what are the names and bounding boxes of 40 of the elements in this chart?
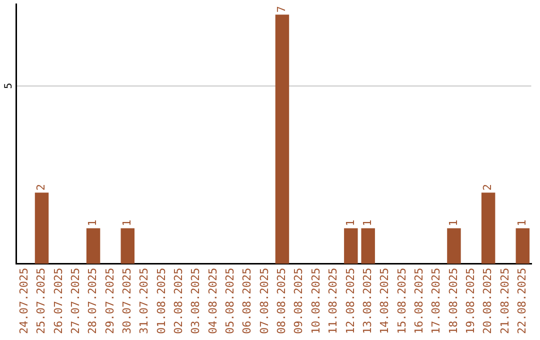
y-tick-label: 5 bbox=[4, 82, 15, 89]
x-tick-label: 31.07.2025 bbox=[138, 268, 151, 334]
data-label: 1 bbox=[344, 220, 357, 226]
x-tick-label: 25.07.2025 bbox=[34, 268, 48, 334]
data-label: 7 bbox=[275, 6, 288, 13]
x-tick-label: 20.08.2025 bbox=[481, 268, 494, 334]
x-tick-label: 21.08.2025 bbox=[498, 268, 512, 334]
data-label: 1 bbox=[516, 220, 529, 226]
data-label: 2 bbox=[34, 184, 48, 191]
data-label: 1 bbox=[120, 220, 134, 226]
data-label: 1 bbox=[86, 220, 100, 226]
x-tick-label: 11.08.2025 bbox=[326, 268, 340, 334]
x-tick-label: 10.08.2025 bbox=[309, 268, 322, 334]
data-label: 2 bbox=[481, 184, 494, 191]
x-tick-label: 04.08.2025 bbox=[206, 268, 220, 334]
x-tick-label: 14.08.2025 bbox=[378, 268, 392, 334]
x-tick-label: 24.07.2025 bbox=[17, 268, 30, 334]
x-tick-label: 16.08.2025 bbox=[412, 268, 426, 334]
x-tick-label: 02.08.2025 bbox=[172, 268, 186, 334]
x-tick-label: 29.07.2025 bbox=[103, 268, 116, 334]
x-tick-label: 17.08.2025 bbox=[430, 268, 443, 334]
x-tick-label: 05.08.2025 bbox=[224, 268, 237, 334]
x-tick-label: 07.08.2025 bbox=[258, 268, 271, 334]
x-tick-label: 28.07.2025 bbox=[86, 268, 100, 334]
x-tick-label: 03.08.2025 bbox=[189, 268, 202, 334]
x-tick-label: 13.08.2025 bbox=[360, 268, 374, 334]
x-tick-label: 27.07.2025 bbox=[68, 268, 82, 334]
x-tick-label: 12.08.2025 bbox=[344, 268, 357, 334]
x-tick-label: 22.08.2025 bbox=[516, 268, 529, 334]
x-tick-label: 08.08.2025 bbox=[275, 268, 288, 334]
x-tick-label: 30.07.2025 bbox=[120, 268, 134, 334]
x-tick-label: 09.08.2025 bbox=[292, 268, 306, 334]
x-tick-label: 18.08.2025 bbox=[446, 268, 460, 334]
x-tick-label: 01.08.2025 bbox=[154, 268, 168, 334]
data-label: 1 bbox=[360, 220, 374, 226]
x-tick-label: 06.08.2025 bbox=[240, 268, 254, 334]
data-label: 1 bbox=[446, 220, 460, 226]
x-tick-label: 15.08.2025 bbox=[395, 268, 408, 334]
x-tick-label: 19.08.2025 bbox=[464, 268, 477, 334]
x-tick-label: 26.07.2025 bbox=[52, 268, 65, 334]
